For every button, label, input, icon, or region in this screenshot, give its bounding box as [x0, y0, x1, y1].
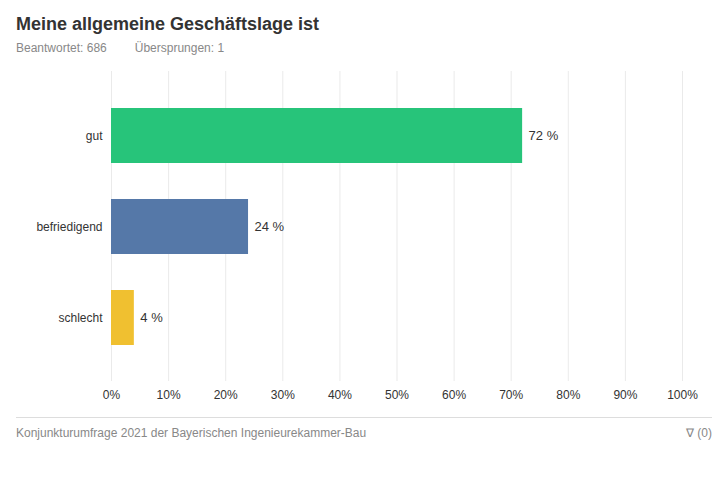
- svg-text:70%: 70%: [499, 388, 523, 402]
- svg-text:20%: 20%: [214, 388, 238, 402]
- svg-text:gut: gut: [86, 129, 103, 143]
- html-text:Beantwortet: 686: Beantwortet: 686: [16, 41, 107, 55]
- svg-text:90%: 90%: [613, 388, 637, 402]
- html-text:∇ (0): ∇ (0): [686, 426, 712, 440]
- svg-text:30%: 30%: [271, 388, 295, 402]
- html-text:Übersprungen: 1: Übersprungen: 1: [134, 41, 225, 55]
- svg-text:4 %: 4 %: [140, 310, 163, 325]
- svg-text:100%: 100%: [667, 388, 698, 402]
- svg-text:60%: 60%: [442, 388, 466, 402]
- svg-text:40%: 40%: [328, 388, 352, 402]
- html-text:Konjunkturumfrage 2021 der Bay: Konjunkturumfrage 2021 der Bayerischen I…: [16, 426, 367, 440]
- svg-text:72 %: 72 %: [529, 128, 559, 143]
- svg-text:10%: 10%: [157, 388, 181, 402]
- html-text:Meine allgemeine Geschäftslage: Meine allgemeine Geschäftslage ist: [16, 14, 320, 34]
- svg-text:50%: 50%: [385, 388, 409, 402]
- svg-text:befriedigend: befriedigend: [36, 220, 102, 234]
- svg-text:schlecht: schlecht: [58, 311, 103, 325]
- svg-text:24 %: 24 %: [255, 219, 285, 234]
- svg-text:0%: 0%: [103, 388, 121, 402]
- svg-text:80%: 80%: [556, 388, 580, 402]
